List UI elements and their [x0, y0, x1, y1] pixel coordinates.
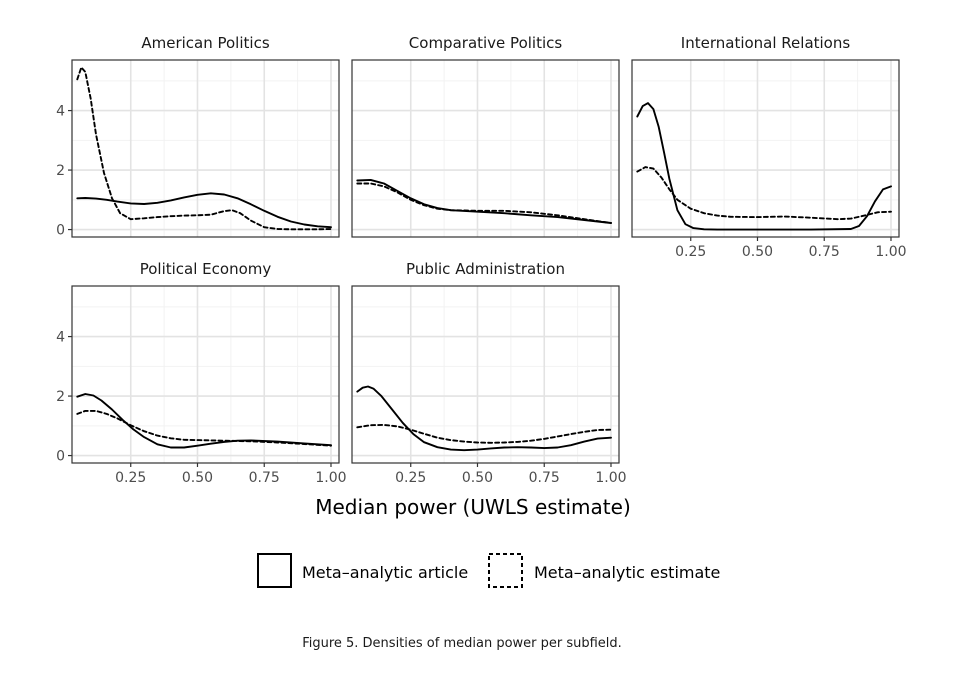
x-tick-label: 1.00: [315, 470, 346, 486]
panel-background: [72, 60, 339, 237]
panel-border: [631, 59, 900, 238]
series-line-article: [76, 192, 332, 229]
panel-background: [632, 60, 899, 237]
series-line-estimate: [356, 182, 612, 224]
x-tick-label: 0.25: [395, 470, 426, 486]
series-line-article: [636, 102, 892, 231]
facet-panels: American Politics 0 2 4 Comparative Politics…: [56, 34, 906, 486]
x-tick-label: 0.75: [249, 470, 280, 486]
x-axis-title: Median power (UWLS estimate): [315, 495, 631, 519]
panel-title: Comparative Politics: [409, 34, 563, 52]
x-tick-label: 0.50: [462, 470, 493, 486]
panel-title: Public Administration: [406, 260, 565, 278]
x-tick-label: 0.75: [529, 470, 560, 486]
panel-comparative-politics: Comparative Politics: [351, 34, 620, 238]
x-tick-label: 1.00: [595, 470, 626, 486]
series-line-estimate: [76, 66, 332, 231]
panel-title: American Politics: [141, 34, 269, 52]
panel-border: [351, 59, 620, 238]
x-tick-label: 0.50: [742, 244, 773, 260]
series-line-article: [76, 393, 332, 449]
panel-border: [71, 285, 340, 464]
y-tick-label: 0: [56, 223, 65, 239]
y-tick-label: 4: [56, 104, 65, 120]
y-tick-label: 2: [56, 389, 65, 405]
panel-public-administration: Public Administration 0.25 0.50 0.75 1.00: [351, 260, 627, 486]
legend-label-article: Meta–analytic article: [302, 563, 468, 582]
legend-key-solid: [257, 553, 292, 588]
x-tick-label: 0.50: [182, 470, 213, 486]
x-tick-label: 1.00: [875, 244, 906, 260]
panel-political-economy: Political Economy 0 2 4 0.25 0.50 0.75 1.00: [56, 260, 346, 486]
figure-caption: Figure 5. Densities of median power per …: [302, 636, 622, 651]
series-line-article: [356, 385, 612, 452]
panel-title: Political Economy: [140, 260, 272, 278]
legend-key-dashed: [488, 553, 523, 588]
x-tick-label: 0.75: [809, 244, 840, 260]
panel-border: [71, 59, 340, 238]
y-tick-label: 2: [56, 163, 65, 179]
x-tick-label: 0.25: [675, 244, 706, 260]
panel-american-politics: American Politics 0 2 4: [56, 34, 340, 239]
series-line-estimate: [636, 166, 892, 221]
panel-international-relations: International Relations 0.25 0.50 0.75 1.00: [631, 34, 907, 260]
panel-background: [72, 286, 339, 463]
y-tick-label: 4: [56, 330, 65, 346]
y-tick-label: 0: [56, 449, 65, 465]
panel-background: [352, 60, 619, 237]
panel-border: [351, 285, 620, 464]
legend: Meta–analytic article Meta–analytic esti…: [257, 553, 720, 588]
x-tick-label: 0.25: [115, 470, 146, 486]
panel-title: International Relations: [681, 34, 851, 52]
series-line-estimate: [356, 423, 612, 444]
legend-label-estimate: Meta–analytic estimate: [534, 563, 720, 582]
panel-background: [352, 286, 619, 463]
series-line-estimate: [76, 409, 332, 447]
